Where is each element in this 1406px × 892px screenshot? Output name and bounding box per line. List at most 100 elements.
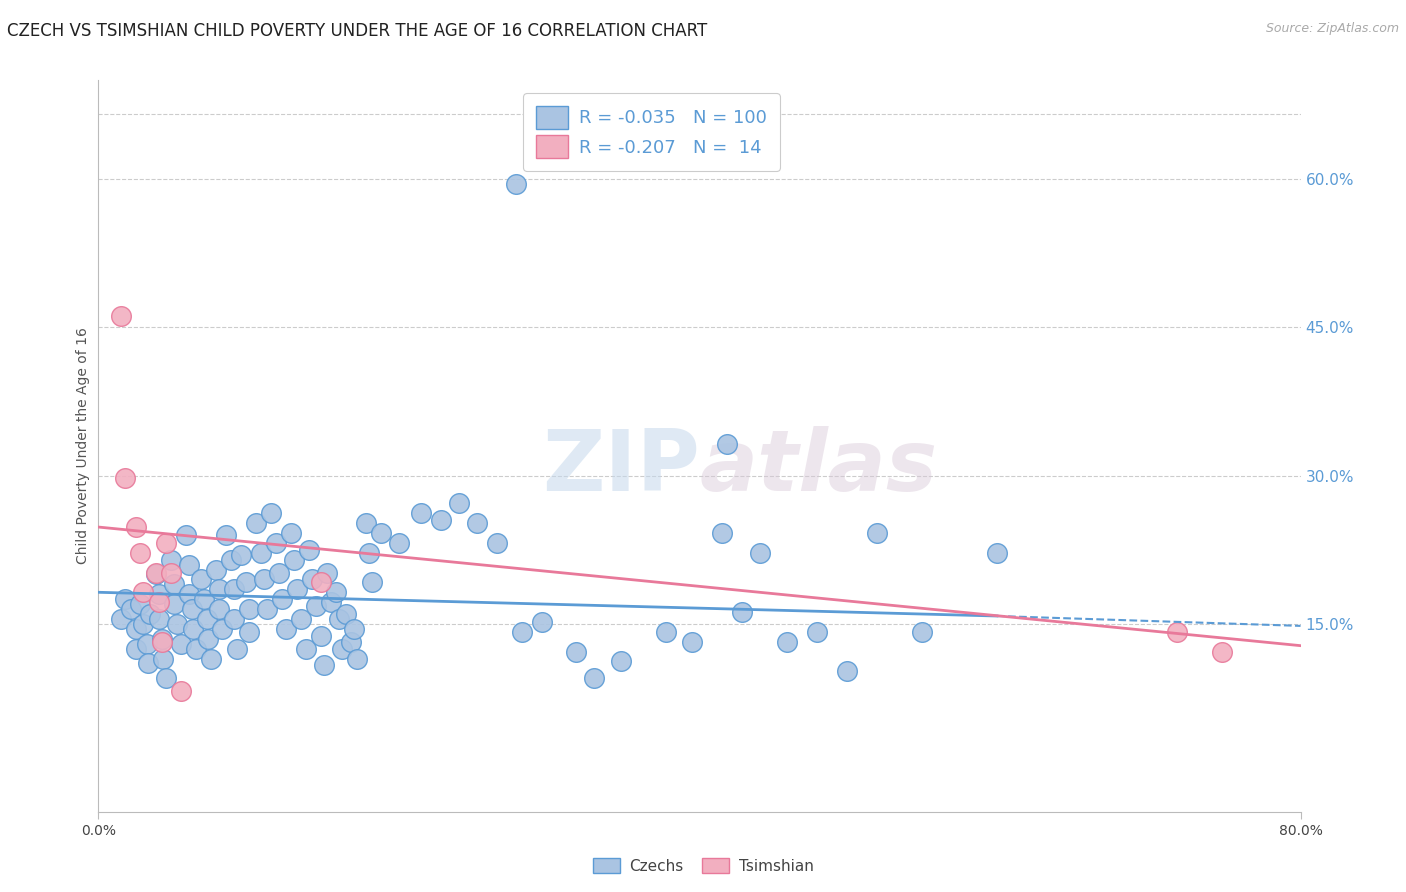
Point [986, 546, 1008, 560]
Point [180, 602, 202, 616]
Point [835, 665, 858, 679]
Point [219, 552, 242, 566]
Point [325, 585, 347, 599]
Point [177, 558, 200, 572]
Point [145, 567, 167, 582]
Point [748, 546, 770, 560]
Point [730, 605, 752, 619]
Point [110, 612, 132, 626]
Point [335, 607, 357, 621]
Text: atlas: atlas [700, 426, 938, 509]
Point [162, 597, 184, 611]
Point [280, 526, 302, 541]
Point [260, 506, 283, 520]
Point [357, 546, 380, 560]
Point [249, 546, 271, 560]
Point [132, 585, 155, 599]
Point [321, 595, 343, 609]
Point [208, 582, 231, 597]
Point [193, 592, 215, 607]
Point [195, 612, 218, 626]
Point [354, 516, 377, 530]
Legend: Czechs, Tsimshian: Czechs, Tsimshian [586, 852, 820, 880]
Point [430, 513, 453, 527]
Point [225, 641, 247, 656]
Point [136, 657, 159, 671]
Point [343, 622, 366, 636]
Point [145, 566, 167, 580]
Point [170, 684, 193, 698]
Text: Source: ZipAtlas.com: Source: ZipAtlas.com [1265, 22, 1399, 36]
Point [155, 536, 177, 550]
Point [655, 624, 678, 639]
Point [222, 582, 245, 597]
Point [204, 563, 226, 577]
Point [312, 658, 335, 673]
Point [256, 602, 278, 616]
Point [530, 615, 553, 629]
Point [125, 622, 148, 636]
Point [583, 671, 606, 685]
Point [114, 592, 136, 607]
Point [148, 587, 170, 601]
Point [138, 607, 160, 621]
Point [184, 641, 207, 656]
Point [1211, 644, 1233, 658]
Point [129, 546, 152, 560]
Point [370, 526, 392, 541]
Point [208, 602, 231, 616]
Point [190, 573, 212, 587]
Point [510, 624, 533, 639]
Point [301, 573, 323, 587]
Point [129, 597, 152, 611]
Point [253, 573, 276, 587]
Point [125, 641, 148, 656]
Point [235, 575, 257, 590]
Point [135, 637, 157, 651]
Legend: R = -0.035   N = 100, R = -0.207   N =  14: R = -0.035 N = 100, R = -0.207 N = 14 [523, 93, 780, 171]
Point [125, 520, 148, 534]
Point [245, 516, 267, 530]
Point [238, 624, 260, 639]
Point [328, 612, 350, 626]
Point [411, 506, 433, 520]
Point [132, 616, 155, 631]
Point [309, 629, 332, 643]
Point [1166, 624, 1188, 639]
Point [264, 536, 287, 550]
Y-axis label: Child Poverty Under the Age of 16: Child Poverty Under the Age of 16 [76, 327, 90, 565]
Point [361, 575, 384, 590]
Point [315, 566, 337, 580]
Point [150, 632, 173, 646]
Text: CZECH VS TSIMSHIAN CHILD POVERTY UNDER THE AGE OF 16 CORRELATION CHART: CZECH VS TSIMSHIAN CHILD POVERTY UNDER T… [7, 22, 707, 40]
Point [505, 177, 527, 191]
Point [231, 548, 253, 562]
Point [197, 632, 219, 646]
Point [294, 641, 316, 656]
Point [806, 624, 828, 639]
Point [866, 526, 889, 541]
Point [340, 634, 363, 648]
Point [238, 602, 260, 616]
Point [346, 651, 368, 665]
Point [565, 644, 588, 658]
Point [911, 624, 934, 639]
Text: ZIP: ZIP [541, 426, 700, 509]
Point [290, 612, 312, 626]
Point [285, 582, 308, 597]
Point [610, 655, 633, 669]
Point [114, 470, 136, 484]
Point [181, 622, 204, 636]
Point [276, 622, 298, 636]
Point [121, 602, 143, 616]
Point [152, 651, 174, 665]
Point [110, 309, 132, 323]
Point [465, 516, 488, 530]
Point [148, 612, 170, 626]
Point [155, 671, 177, 685]
Point [222, 612, 245, 626]
Point [270, 592, 292, 607]
Point [388, 536, 411, 550]
Point [330, 641, 353, 656]
Point [267, 566, 290, 580]
